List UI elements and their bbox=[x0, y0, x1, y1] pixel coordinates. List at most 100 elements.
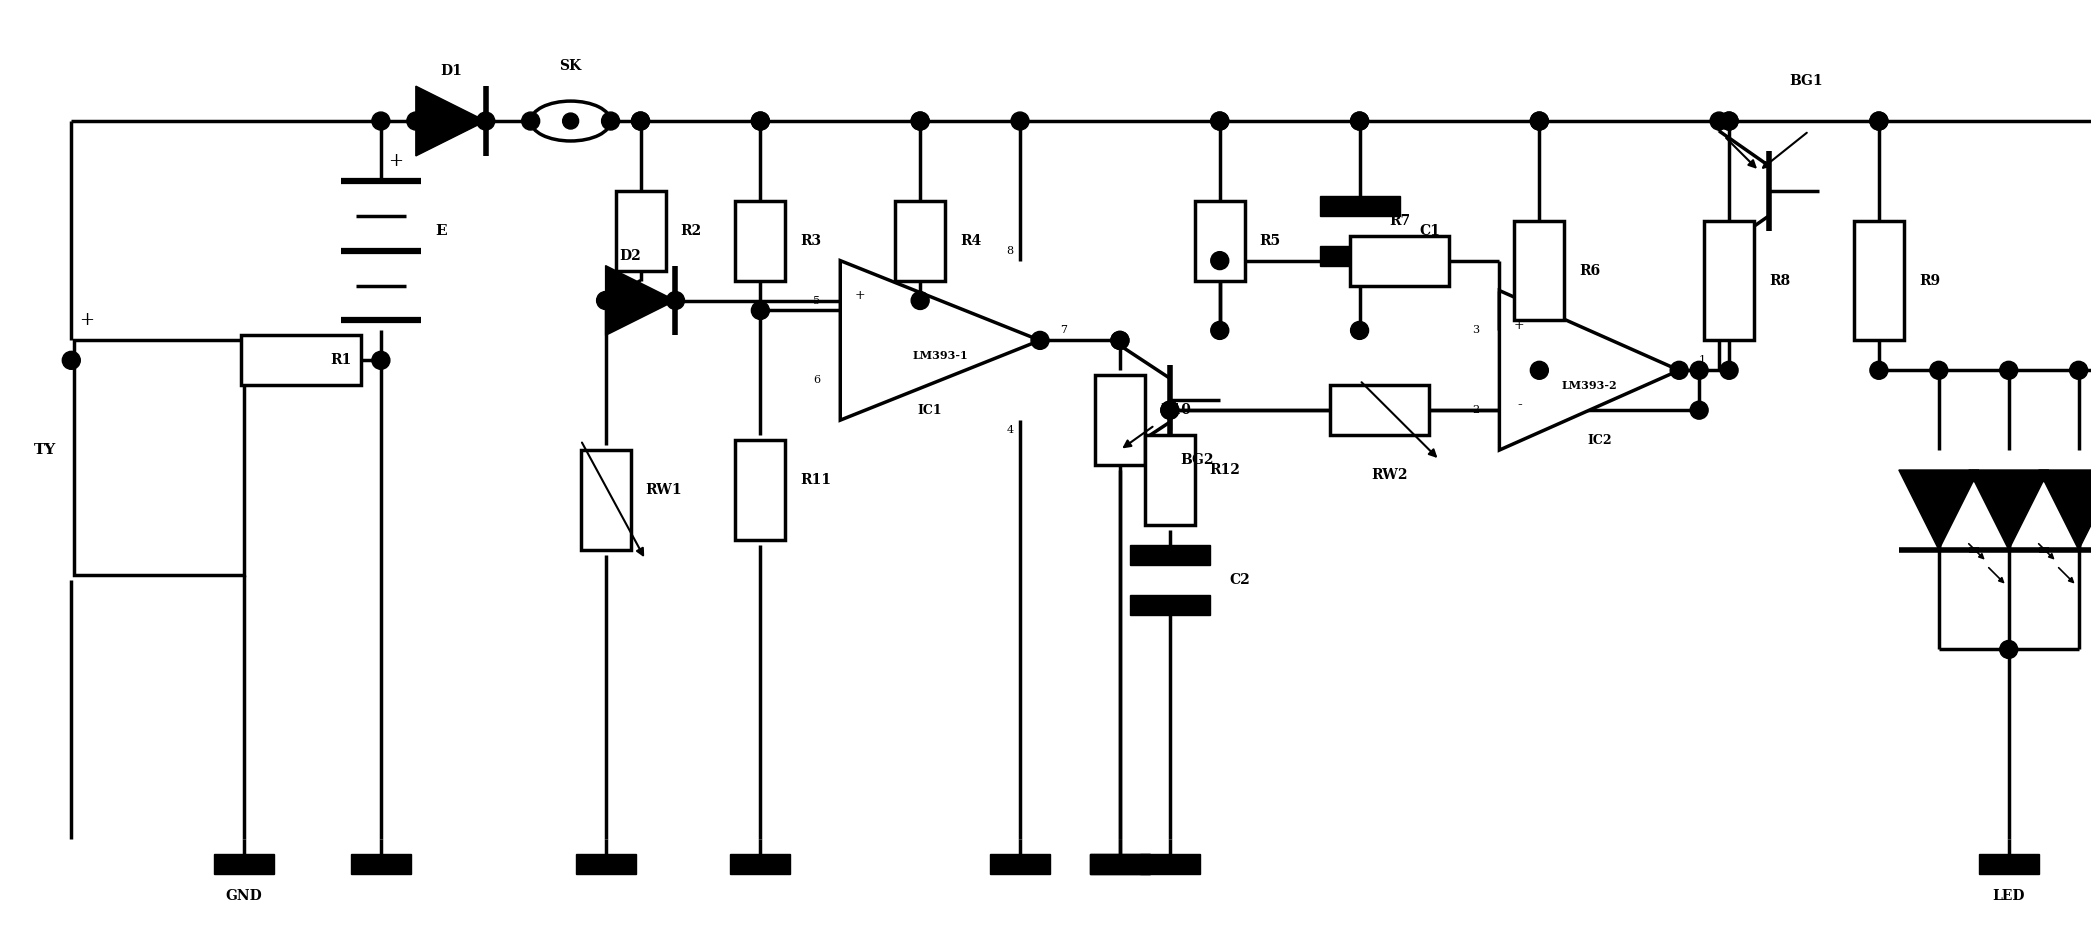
Text: 1: 1 bbox=[1699, 355, 1707, 366]
Text: 4: 4 bbox=[1006, 425, 1015, 435]
Bar bbox=[1705, 221, 1753, 340]
Circle shape bbox=[602, 112, 619, 130]
Circle shape bbox=[1111, 332, 1130, 350]
Text: R1: R1 bbox=[331, 353, 351, 368]
Text: BG2: BG2 bbox=[1180, 453, 1213, 467]
Polygon shape bbox=[1900, 470, 1979, 550]
Text: D1: D1 bbox=[439, 64, 462, 78]
Text: E: E bbox=[435, 224, 446, 238]
Polygon shape bbox=[2040, 470, 2092, 550]
Circle shape bbox=[1351, 112, 1368, 130]
Circle shape bbox=[521, 112, 540, 130]
Circle shape bbox=[1870, 361, 1887, 379]
Bar bbox=[736, 201, 784, 280]
Text: BG1: BG1 bbox=[1789, 74, 1822, 88]
Circle shape bbox=[596, 291, 615, 309]
Bar bbox=[1094, 375, 1144, 465]
Circle shape bbox=[1720, 112, 1738, 130]
Text: C1: C1 bbox=[1420, 224, 1441, 238]
Text: TY: TY bbox=[33, 443, 56, 457]
Bar bbox=[582, 450, 630, 550]
Bar bbox=[1320, 245, 1400, 266]
Text: +: + bbox=[79, 311, 94, 329]
Circle shape bbox=[1211, 252, 1228, 270]
Circle shape bbox=[2000, 361, 2017, 379]
Circle shape bbox=[1870, 112, 1887, 130]
Bar bbox=[615, 191, 665, 271]
Text: R4: R4 bbox=[960, 234, 981, 247]
Bar bbox=[213, 854, 274, 874]
Bar bbox=[1130, 595, 1209, 615]
Bar bbox=[1320, 196, 1400, 216]
Text: C2: C2 bbox=[1230, 572, 1251, 587]
Bar bbox=[1979, 854, 2040, 874]
Text: R11: R11 bbox=[801, 473, 831, 487]
Circle shape bbox=[912, 112, 929, 130]
Circle shape bbox=[1211, 112, 1228, 130]
Text: 6: 6 bbox=[814, 375, 820, 385]
Text: R12: R12 bbox=[1209, 463, 1241, 477]
Text: LED: LED bbox=[1992, 888, 2025, 902]
Bar bbox=[990, 854, 1050, 874]
Polygon shape bbox=[1969, 470, 2048, 550]
Circle shape bbox=[2000, 471, 2017, 489]
Circle shape bbox=[2069, 361, 2088, 379]
Bar bbox=[1090, 854, 1151, 874]
Circle shape bbox=[63, 352, 79, 369]
Text: 2: 2 bbox=[1473, 405, 1479, 415]
Text: LM393-1: LM393-1 bbox=[912, 350, 969, 361]
Bar bbox=[1195, 201, 1245, 280]
Circle shape bbox=[1720, 361, 1738, 379]
Circle shape bbox=[1720, 112, 1738, 130]
Text: LM393-2: LM393-2 bbox=[1561, 380, 1617, 391]
Circle shape bbox=[1010, 112, 1029, 130]
Text: IC2: IC2 bbox=[1588, 433, 1611, 446]
Circle shape bbox=[1211, 112, 1228, 130]
Text: R10: R10 bbox=[1159, 403, 1190, 417]
Text: R2: R2 bbox=[680, 224, 701, 238]
Text: R8: R8 bbox=[1770, 274, 1791, 288]
Circle shape bbox=[477, 112, 494, 130]
Circle shape bbox=[912, 291, 929, 309]
Circle shape bbox=[751, 112, 770, 130]
Circle shape bbox=[667, 291, 684, 309]
Bar bbox=[1349, 236, 1450, 286]
Circle shape bbox=[406, 112, 425, 130]
Circle shape bbox=[1531, 361, 1548, 379]
Bar bbox=[351, 854, 410, 874]
Bar bbox=[736, 440, 784, 540]
Circle shape bbox=[1709, 112, 1728, 130]
Polygon shape bbox=[1500, 290, 1680, 450]
Text: R6: R6 bbox=[1579, 263, 1600, 277]
Circle shape bbox=[2000, 640, 2017, 658]
Polygon shape bbox=[416, 86, 485, 156]
Circle shape bbox=[1111, 332, 1130, 350]
Bar bbox=[1130, 545, 1209, 565]
Text: -: - bbox=[1517, 399, 1521, 413]
Text: 8: 8 bbox=[1006, 245, 1015, 256]
Circle shape bbox=[372, 352, 389, 369]
Bar bbox=[1144, 435, 1195, 525]
Circle shape bbox=[1351, 112, 1368, 130]
Polygon shape bbox=[605, 266, 676, 336]
Circle shape bbox=[751, 302, 770, 320]
Text: +: + bbox=[389, 152, 404, 170]
Bar bbox=[730, 854, 791, 874]
Circle shape bbox=[1031, 332, 1048, 350]
Text: +: + bbox=[1515, 319, 1525, 332]
Circle shape bbox=[1690, 361, 1709, 379]
Circle shape bbox=[632, 112, 649, 130]
Text: D2: D2 bbox=[619, 249, 642, 262]
Polygon shape bbox=[841, 260, 1040, 420]
Circle shape bbox=[1929, 361, 1948, 379]
Text: R7: R7 bbox=[1389, 213, 1410, 227]
Text: 3: 3 bbox=[1473, 325, 1479, 336]
Text: R3: R3 bbox=[801, 234, 822, 247]
Bar bbox=[1331, 385, 1429, 435]
Text: IC1: IC1 bbox=[918, 403, 943, 416]
Text: 7: 7 bbox=[1061, 325, 1067, 336]
Text: RW2: RW2 bbox=[1370, 468, 1408, 482]
Text: +: + bbox=[856, 289, 866, 302]
Circle shape bbox=[1531, 112, 1548, 130]
Circle shape bbox=[1211, 321, 1228, 339]
